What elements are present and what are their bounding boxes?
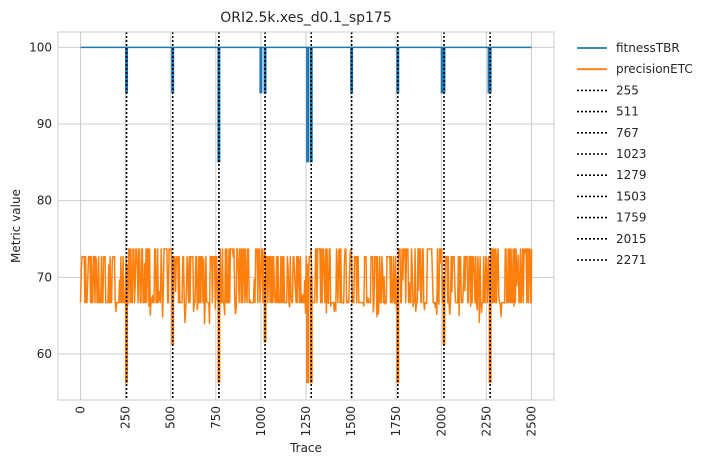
legend-label: fitnessTBR (616, 41, 680, 55)
x-axis-label: Trace (289, 441, 322, 455)
legend-label: 1759 (616, 211, 647, 225)
y-tick-label: 70 (37, 270, 52, 284)
x-tick-label: 1500 (344, 406, 358, 437)
legend-label: 1503 (616, 189, 647, 203)
legend: fitnessTBR precisionETC 255 511 767 1023 1279 1… (577, 41, 693, 267)
legend-label: 1279 (616, 168, 647, 182)
x-tick-label: 1750 (389, 406, 403, 437)
x-tick-label: 750 (209, 406, 223, 429)
x-tick-label: 250 (119, 406, 133, 429)
legend-label: 1023 (616, 147, 647, 161)
precisionETC-line (79, 248, 533, 325)
y-tick-label: 90 (37, 117, 52, 131)
x-tick-label: 500 (164, 406, 178, 429)
chart-title: ORI2.5k.xes_d0.1_sp175 (220, 10, 392, 26)
y-tick-label: 60 (37, 347, 52, 361)
legend-label: 2271 (616, 253, 647, 267)
legend-label: precisionETC (616, 62, 693, 76)
x-tick-labels: 0 250 500 750 1000 1250 1500 1750 2000 2250 2500 (74, 406, 539, 437)
x-tick-label: 2000 (434, 406, 448, 437)
x-tick-label: 2500 (524, 406, 538, 437)
x-tick-label: 2250 (479, 406, 493, 437)
y-tick-labels: 60 70 80 90 100 (29, 40, 52, 361)
x-tick-label: 0 (74, 406, 88, 414)
y-axis-label: Metric value (9, 189, 23, 263)
y-tick-label: 80 (37, 194, 52, 208)
legend-label: 255 (616, 83, 639, 97)
vertical-lines (125, 32, 491, 400)
legend-label: 767 (616, 126, 639, 140)
legend-label: 2015 (616, 232, 647, 246)
x-tick-label: 1000 (254, 406, 268, 437)
x-tick-label: 1250 (299, 406, 313, 437)
plot-frame (57, 31, 555, 401)
legend-label: 511 (616, 105, 639, 119)
y-tick-label: 100 (29, 40, 52, 54)
